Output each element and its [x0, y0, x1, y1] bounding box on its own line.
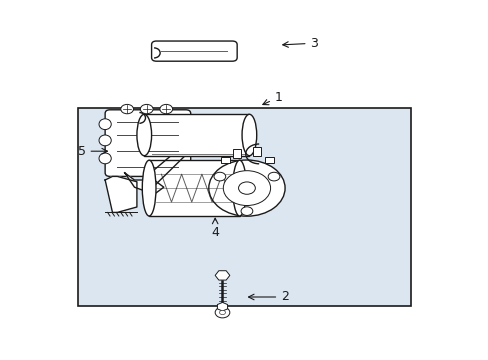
Polygon shape — [124, 173, 163, 194]
Circle shape — [219, 310, 225, 315]
Circle shape — [160, 104, 172, 114]
Text: 5: 5 — [78, 145, 107, 158]
Circle shape — [223, 171, 270, 206]
Text: 2: 2 — [248, 291, 288, 303]
Text: 1: 1 — [262, 91, 282, 105]
Text: 4: 4 — [211, 218, 219, 239]
Circle shape — [238, 182, 255, 194]
Circle shape — [140, 104, 153, 114]
Circle shape — [208, 160, 285, 216]
Circle shape — [241, 207, 252, 215]
Ellipse shape — [242, 114, 256, 156]
Text: 3: 3 — [282, 37, 318, 50]
FancyBboxPatch shape — [105, 110, 190, 176]
Polygon shape — [105, 176, 137, 212]
Circle shape — [215, 307, 229, 318]
Bar — [252, 148, 260, 156]
Ellipse shape — [99, 135, 111, 146]
Circle shape — [121, 104, 133, 114]
Bar — [144, 114, 249, 156]
FancyBboxPatch shape — [151, 41, 237, 61]
Bar — [233, 149, 241, 158]
Bar — [78, 108, 410, 306]
Ellipse shape — [232, 160, 246, 216]
Bar — [264, 157, 273, 163]
Ellipse shape — [142, 160, 156, 216]
Ellipse shape — [99, 153, 111, 164]
Circle shape — [214, 172, 225, 181]
Bar — [149, 160, 239, 216]
Circle shape — [267, 172, 279, 181]
Ellipse shape — [137, 114, 151, 156]
Bar — [221, 157, 229, 163]
Ellipse shape — [99, 119, 111, 130]
